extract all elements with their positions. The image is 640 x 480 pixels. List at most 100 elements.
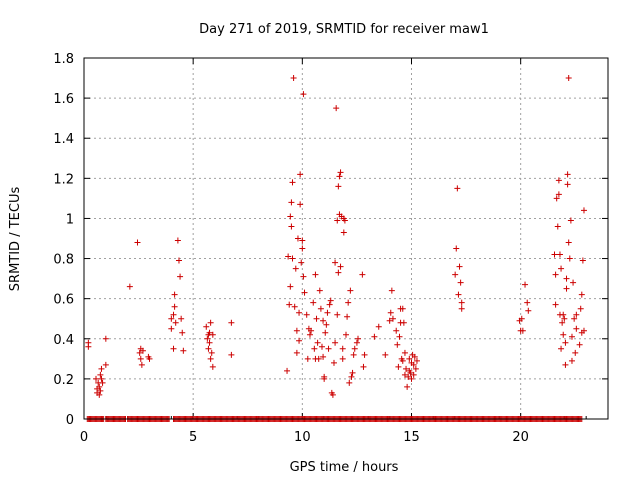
data-point [336,173,343,180]
data-point [205,345,212,352]
data-point [340,229,347,236]
data-point [175,257,182,264]
data-point [345,299,352,306]
data-point [293,327,300,334]
y-tick-label: 1.8 [53,52,74,67]
data-point [206,339,213,346]
data-point [399,357,406,364]
data-point [361,351,368,358]
data-point [406,355,413,362]
data-point [407,369,414,376]
data-point [552,301,559,308]
data-point [290,75,297,82]
data-point [570,279,577,286]
data-point [285,253,292,260]
data-point [410,371,417,378]
data-point [325,345,332,352]
data-point [388,287,395,294]
data-point [571,315,578,322]
data-point [304,355,311,362]
data-point [578,291,585,298]
data-point [126,283,133,290]
data-point [337,169,344,176]
data-point [179,329,186,336]
data-point [137,355,144,362]
data-point [412,365,419,372]
data-point [387,309,394,316]
data-point [554,223,561,230]
data-point [96,391,103,398]
data-point [299,245,306,252]
data-point [344,313,351,320]
data-point [334,217,341,224]
data-point [561,315,568,322]
data-point [522,281,529,288]
data-point [576,341,583,348]
data-point [565,75,572,82]
data-point [98,375,105,382]
data-point [560,311,567,318]
data-point [170,311,177,318]
data-point [560,331,567,338]
data-point [310,299,317,306]
data-point [298,259,305,266]
y-tick-label: 0.4 [53,333,74,348]
data-point [577,305,584,312]
data-point [405,373,412,380]
data-point [457,279,464,286]
x-tick-label: 20 [512,430,529,445]
data-point [209,363,216,370]
data-point [284,367,291,374]
data-point [454,185,461,192]
data-point [564,171,571,178]
data-point [458,299,465,306]
data-point [455,291,462,298]
data-point [313,315,320,322]
data-point [386,317,393,324]
data-point [349,369,356,376]
data-point [327,297,334,304]
data-point [315,355,322,362]
data-point [350,351,357,358]
data-point [408,375,415,382]
data-point [458,305,465,312]
data-point [346,379,353,386]
data-point [287,283,294,290]
data-point [580,327,587,334]
data-point [321,375,328,382]
data-point [404,383,411,390]
x-tick-label: 0 [80,430,88,445]
data-point [394,341,401,348]
data-point [171,291,178,298]
data-point [329,391,336,398]
data-point [323,321,330,328]
data-point [553,195,560,202]
data-point [568,333,575,340]
data-point [312,271,319,278]
data-point [382,351,389,358]
data-point [559,319,566,326]
data-point [97,387,104,394]
data-point [359,271,366,278]
data-point [343,331,349,338]
data-point [99,379,106,386]
data-point [351,345,358,352]
data-point [97,371,104,378]
data-point [320,317,327,324]
data-point [296,309,303,316]
data-point [206,329,213,336]
data-point [393,327,400,334]
data-point [333,105,340,112]
data-point [563,285,570,292]
data-point [203,323,210,330]
data-point [286,301,293,308]
data-point [326,301,333,308]
data-point [334,311,341,318]
y-tick-label: 0.6 [53,293,74,308]
data-point [288,199,295,206]
data-point [562,339,569,346]
data-point [228,351,235,358]
data-point [297,171,304,178]
data-point [287,213,294,220]
